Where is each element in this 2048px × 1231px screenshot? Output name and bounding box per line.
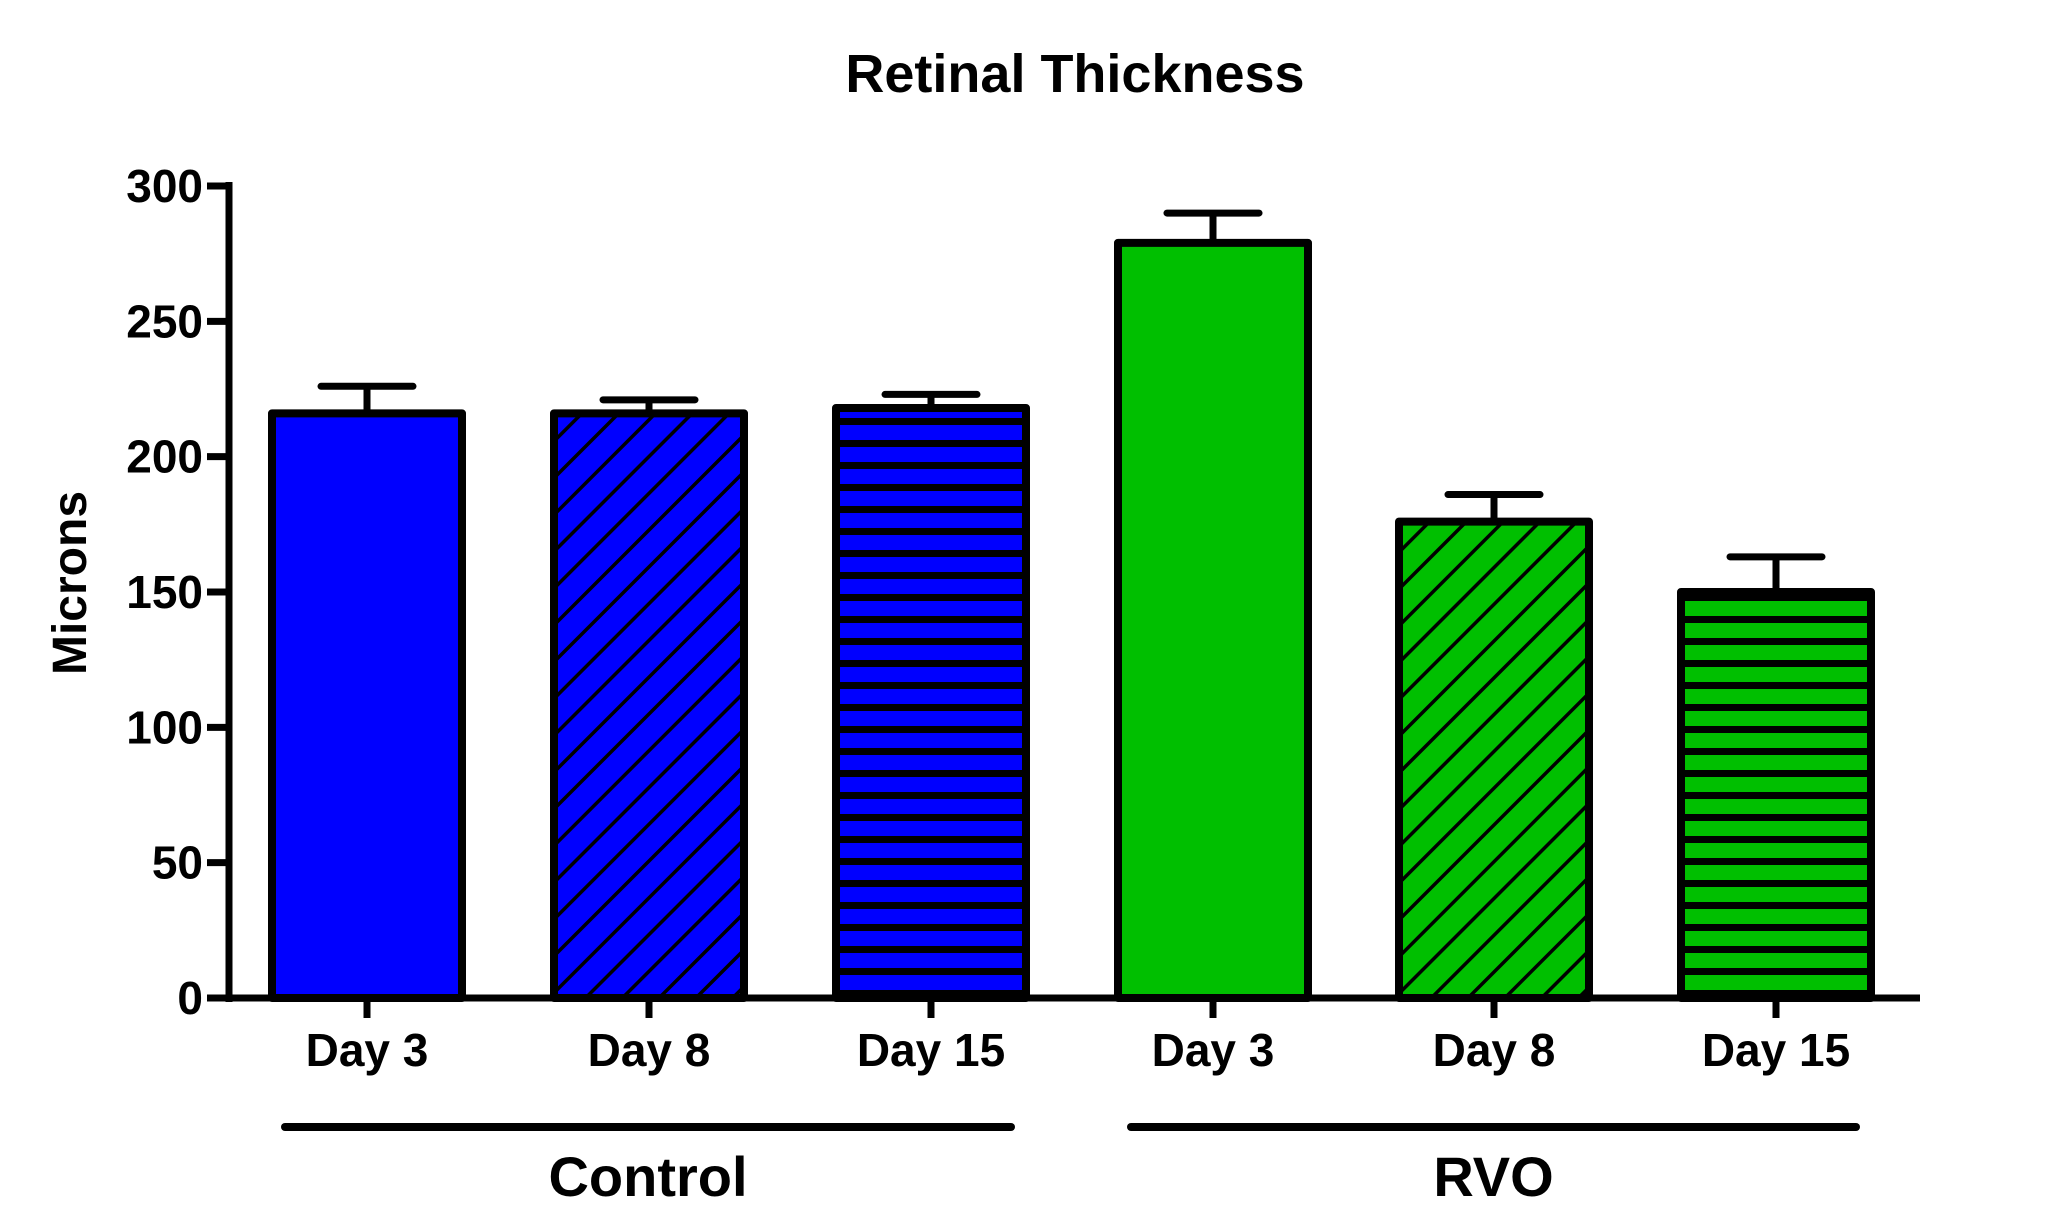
y-tick-label-0: 0 [177, 972, 203, 1024]
x-tick-label-3: Day 3 [1152, 1024, 1275, 1076]
y-tick-label-50: 50 [152, 837, 203, 889]
y-tick-label-100: 100 [126, 701, 203, 753]
x-tick-label-4: Day 8 [1433, 1024, 1556, 1076]
bar-rvo-day-15 [1677, 588, 1875, 1002]
x-tick-label-1: Day 8 [588, 1024, 711, 1076]
y-axis-label: Microns [44, 491, 97, 675]
group-label-rvo: RVO [1433, 1145, 1553, 1208]
bar-rvo-day-3 [1114, 238, 1312, 1002]
bar-rvo-day-8 [1395, 517, 1593, 1002]
y-tick-label-150: 150 [126, 566, 203, 618]
y-tick-label-200: 200 [126, 431, 203, 483]
bar-control-day-8 [550, 409, 748, 1002]
x-tick-label-2: Day 15 [857, 1024, 1005, 1076]
x-tick-label-0: Day 3 [306, 1024, 429, 1076]
bar-control-day-15 [832, 403, 1030, 1002]
plot-area: 0 50 100 150 200 250 300 Day 3 Day 8 Day 15 Day 3 D… [126, 160, 1920, 1208]
x-tick-label-5: Day 15 [1702, 1024, 1850, 1076]
group-label-control: Control [548, 1145, 747, 1208]
bar-control-day-3 [268, 409, 466, 1002]
chart-title: Retinal Thickness [845, 44, 1304, 104]
y-tick-label-300: 300 [126, 160, 203, 212]
y-tick-label-250: 250 [126, 295, 203, 347]
